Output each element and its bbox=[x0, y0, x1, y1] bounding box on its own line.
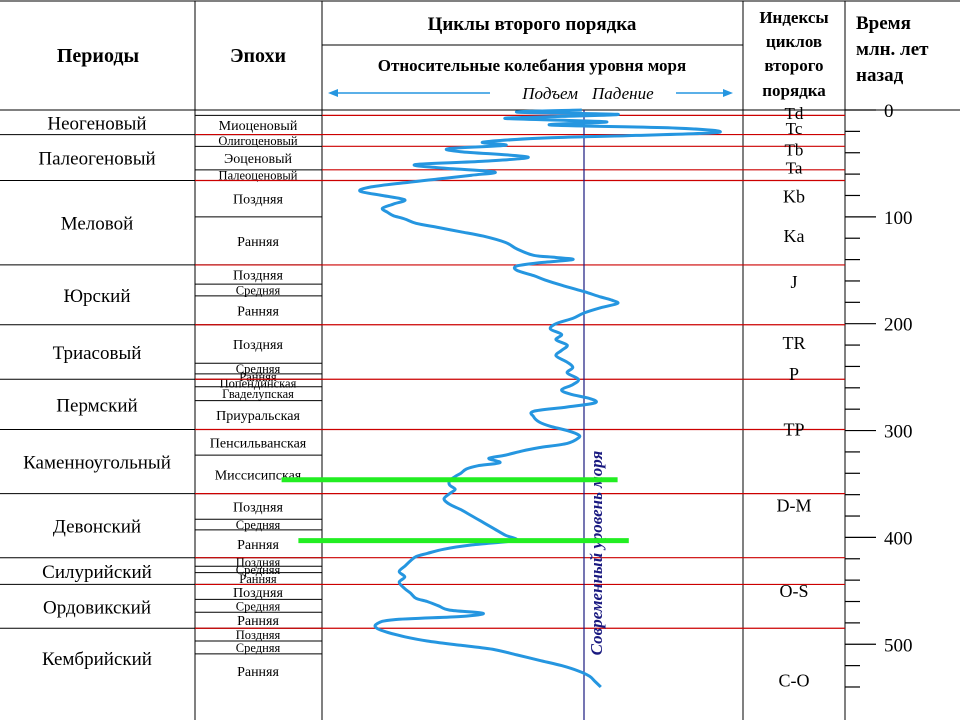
period-label: Девонский bbox=[53, 517, 141, 538]
rise-fall-legend: Подъем Падение bbox=[328, 84, 733, 103]
epoch-label: Олигоценовый bbox=[218, 134, 297, 148]
time-axis: 0 100 200 300 400 500 bbox=[845, 101, 913, 688]
cycle-index-label: D-M bbox=[777, 495, 812, 515]
cycle-index-label: Ta bbox=[786, 159, 803, 178]
period-label: Каменноугольный bbox=[23, 453, 171, 474]
epoch-label: Палеоценовый bbox=[219, 169, 298, 183]
epoch-label: Пенсильванская bbox=[210, 436, 307, 451]
sea-level-subtitle: Относительные колебания уровня моря bbox=[378, 56, 686, 75]
epoch-label: Средняя bbox=[236, 362, 281, 376]
fall-label: Падение bbox=[591, 84, 654, 103]
cycle-index-label: O-S bbox=[779, 581, 808, 601]
cycle-index-label: Tc bbox=[786, 119, 803, 138]
epoch-label: Поздняя bbox=[233, 500, 283, 515]
time-tick-label: 300 bbox=[884, 422, 913, 443]
epoch-label: Поздняя bbox=[233, 586, 283, 601]
indices-header: Индексы циклов второго порядка bbox=[759, 8, 828, 100]
epoch-label: Средняя bbox=[236, 518, 281, 532]
epoch-label: Ранняя bbox=[237, 614, 279, 629]
epoch-label: Поздняя bbox=[233, 269, 283, 284]
epoch-label: Средняя bbox=[236, 284, 281, 298]
epoch-label: Гваделупская bbox=[222, 387, 294, 401]
cycle-index-label: Td bbox=[785, 104, 804, 123]
cycle-index-label: Ka bbox=[784, 226, 805, 246]
period-label: Меловой bbox=[61, 214, 134, 235]
epoch-label: Миссисипская bbox=[215, 468, 302, 483]
period-label: Ордовикский bbox=[43, 597, 151, 618]
epoch-label: Ранняя bbox=[237, 304, 279, 319]
cycle-index-label: P bbox=[789, 364, 799, 384]
time-header-line: млн. лет bbox=[856, 39, 929, 60]
indices-header-line: Индексы bbox=[759, 8, 828, 27]
arrow-left-icon bbox=[328, 89, 338, 97]
cycle-index-label: TR bbox=[782, 333, 805, 353]
epoch-label: Приуральская bbox=[216, 409, 300, 424]
period-label: Кембрийский bbox=[42, 649, 152, 670]
periods-column: Неогеновый Палеогеновый Меловой Юрский Триас… bbox=[0, 113, 195, 670]
modern-sea-level: Современный уровень моря bbox=[583, 110, 606, 720]
epoch-label: Поздняя bbox=[236, 628, 281, 642]
period-label: Пермский bbox=[56, 395, 137, 416]
epoch-label: Средняя bbox=[236, 599, 281, 613]
epoch-label: Ранняя bbox=[237, 235, 279, 250]
epoch-label: Поздняя bbox=[233, 338, 283, 353]
cycle-index-label: J bbox=[790, 272, 797, 292]
period-label: Неогеновый bbox=[47, 113, 146, 134]
sea-level-curve-group bbox=[358, 108, 722, 689]
epoch-label: Ранняя bbox=[237, 665, 279, 680]
period-label: Палеогеновый bbox=[38, 149, 155, 170]
modern-sea-level-label: Современный уровень моря bbox=[587, 450, 606, 655]
time-tick-label: 500 bbox=[884, 635, 913, 656]
period-label: Юрский bbox=[63, 286, 130, 307]
cycle-index-label: Tb bbox=[785, 141, 804, 160]
period-boundaries bbox=[195, 114, 845, 629]
period-label: Триасовый bbox=[53, 343, 142, 364]
periods-header: Периоды bbox=[57, 45, 140, 67]
time-tick-label: 400 bbox=[884, 528, 913, 549]
rise-label: Подъем bbox=[521, 84, 578, 103]
time-header-line: назад bbox=[856, 65, 904, 86]
time-header: Время млн. лет назад bbox=[856, 13, 929, 86]
time-tick-label: 0 bbox=[884, 101, 894, 122]
epoch-label: Миоценовый bbox=[219, 119, 298, 134]
time-header-line: Время bbox=[856, 13, 911, 34]
time-tick-label: 100 bbox=[884, 208, 913, 229]
cycle-index-label: C-O bbox=[779, 671, 810, 691]
period-label: Силурийский bbox=[42, 562, 152, 583]
indices-header-line: порядка bbox=[762, 81, 826, 100]
epoch-label: Эоценовый bbox=[224, 152, 292, 167]
arrow-right-icon bbox=[723, 89, 733, 97]
cycles-title: Циклы второго порядка bbox=[428, 14, 637, 35]
highlight-lines bbox=[281, 477, 629, 544]
sea-level-curve bbox=[358, 108, 722, 689]
epochs-header: Эпохи bbox=[230, 45, 286, 67]
epoch-label: Ранняя bbox=[239, 572, 277, 586]
time-tick-label: 200 bbox=[884, 315, 913, 336]
epoch-label: Поздняя bbox=[233, 193, 283, 208]
indices-header-line: циклов bbox=[766, 32, 822, 51]
epoch-label: Ранняя bbox=[237, 538, 279, 553]
epoch-label: Средняя bbox=[236, 641, 281, 655]
indices-header-line: второго bbox=[764, 56, 823, 75]
cycle-index-label: Kb bbox=[783, 186, 805, 206]
cycle-index-label: TP bbox=[783, 419, 804, 439]
